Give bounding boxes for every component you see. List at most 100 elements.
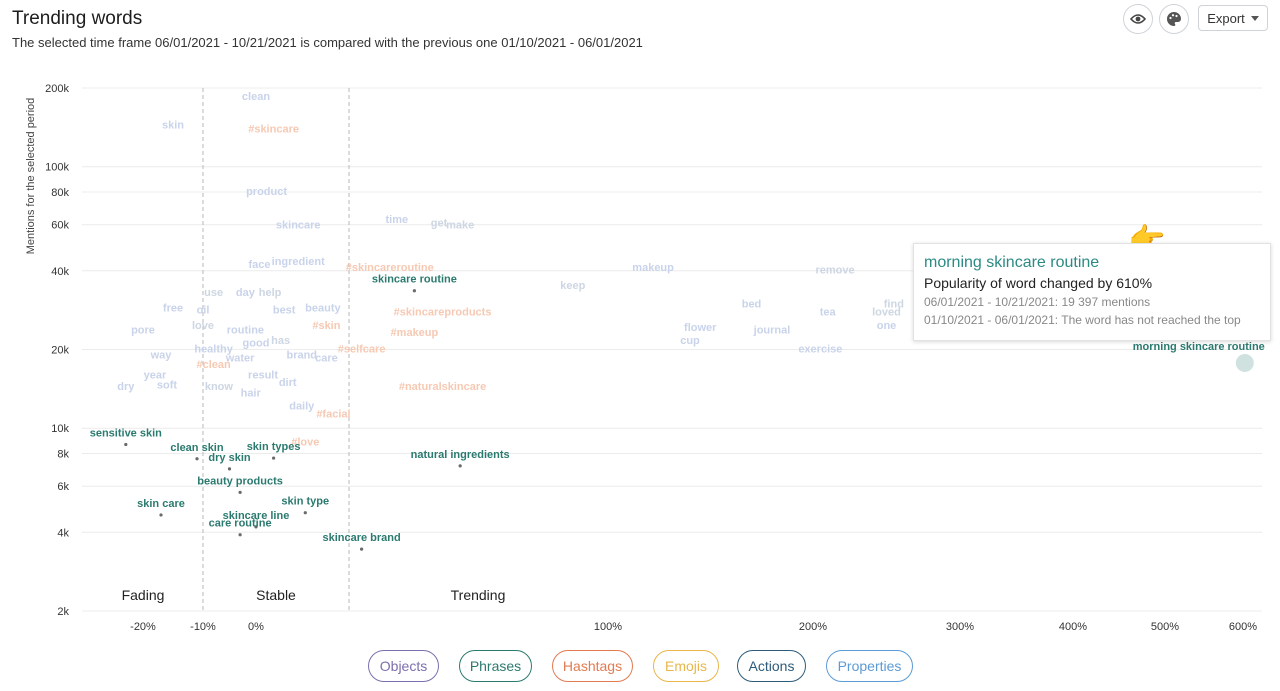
phrase-word[interactable]: skin types <box>247 441 301 453</box>
faded-word[interactable]: #love <box>291 436 319 448</box>
faded-word[interactable]: tea <box>820 306 837 318</box>
selected-point-marker[interactable] <box>1235 353 1254 372</box>
faded-word[interactable]: brand <box>286 349 317 361</box>
faded-word[interactable]: #facial <box>316 408 350 420</box>
faded-word[interactable]: exercise <box>798 343 842 355</box>
faded-word[interactable]: good <box>243 338 270 350</box>
phrase-word[interactable]: morning skincare routine <box>1133 341 1265 353</box>
faded-word[interactable]: skincare <box>276 220 321 232</box>
faded-word[interactable]: #selfcare <box>338 343 386 355</box>
phrase-word[interactable]: care routine <box>209 518 272 530</box>
faded-word[interactable]: find <box>884 298 904 310</box>
faded-word[interactable]: care <box>315 352 338 364</box>
faded-word[interactable]: ingredient <box>272 256 326 268</box>
faded-word[interactable]: best <box>273 304 296 316</box>
faded-word[interactable]: hair <box>241 388 262 400</box>
faded-word[interactable]: free <box>163 302 183 314</box>
data-point[interactable] <box>159 513 163 517</box>
faded-word[interactable]: beauty <box>305 302 341 314</box>
phrase-word[interactable]: skincare routine <box>372 274 457 286</box>
faded-word[interactable]: result <box>248 369 278 381</box>
faded-word[interactable]: #skin <box>312 320 340 332</box>
phrase-word[interactable]: sensitive skin <box>90 427 162 439</box>
y-tick-label: 80k <box>51 187 69 199</box>
faded-word[interactable]: healthy <box>194 343 233 355</box>
x-tick-label: 600% <box>1229 621 1257 633</box>
palette-icon <box>1167 12 1181 26</box>
faded-word[interactable]: face <box>249 259 271 271</box>
faded-word[interactable]: use <box>204 287 223 299</box>
faded-word[interactable]: #makeup <box>391 327 439 339</box>
faded-word[interactable]: make <box>446 220 474 232</box>
faded-word[interactable]: product <box>246 186 287 198</box>
phrase-word[interactable]: natural ingredients <box>411 449 510 461</box>
faded-word[interactable]: skin <box>162 120 184 132</box>
faded-word[interactable]: help <box>259 287 282 299</box>
data-point[interactable] <box>272 456 276 460</box>
data-point[interactable] <box>124 442 128 447</box>
phrase-word[interactable]: skincare brand <box>322 532 400 544</box>
faded-word[interactable]: flower <box>684 322 717 334</box>
faded-word[interactable]: remove <box>815 265 854 277</box>
faded-word[interactable]: pore <box>131 325 155 337</box>
data-point[interactable] <box>303 511 307 515</box>
faded-word[interactable]: dirt <box>279 377 297 389</box>
faded-word[interactable]: cup <box>680 335 700 347</box>
faded-word[interactable]: clean <box>242 91 270 103</box>
x-tick-label: 500% <box>1151 621 1179 633</box>
category-filter-bar: Objects Phrases Hashtags Emojis Actions … <box>0 650 1280 684</box>
data-point[interactable] <box>238 533 242 537</box>
faded-word[interactable]: journal <box>753 325 791 337</box>
faded-word[interactable]: #clean <box>196 359 231 371</box>
faded-word[interactable]: love <box>192 320 214 332</box>
data-point[interactable] <box>254 525 258 529</box>
filter-phrases-button[interactable]: Phrases <box>459 650 532 682</box>
faded-word[interactable]: year <box>144 369 167 381</box>
phrase-word[interactable]: dry skin <box>208 452 250 464</box>
phrase-word[interactable]: skin care <box>137 498 185 510</box>
phrase-word[interactable]: skin type <box>281 496 329 508</box>
visibility-button[interactable] <box>1123 4 1153 34</box>
faded-word[interactable]: #skincare <box>248 124 299 136</box>
faded-word[interactable]: bed <box>742 298 762 310</box>
faded-word[interactable]: soft <box>157 379 178 391</box>
phrase-word[interactable]: clean skin <box>170 442 223 454</box>
faded-word[interactable]: get <box>431 218 448 230</box>
phrase-word[interactable]: skincare line <box>223 510 290 522</box>
faded-word[interactable]: routine <box>227 325 264 337</box>
faded-word[interactable]: oil <box>197 304 210 316</box>
faded-word[interactable]: keep <box>560 280 585 292</box>
data-point[interactable] <box>412 289 416 293</box>
filter-properties-button[interactable]: Properties <box>826 650 913 682</box>
phrase-word[interactable]: beauty products <box>197 475 283 487</box>
filter-emojis-button[interactable]: Emojis <box>653 650 719 682</box>
faded-word[interactable]: way <box>150 349 173 361</box>
faded-word[interactable]: one <box>877 320 897 332</box>
data-point[interactable] <box>195 457 199 461</box>
data-point[interactable] <box>238 490 242 494</box>
zone-label-trending: Trending <box>451 587 506 603</box>
faded-word[interactable]: time <box>385 214 408 226</box>
export-label: Export <box>1207 10 1245 26</box>
faded-word[interactable]: dry <box>117 381 135 393</box>
faded-word[interactable]: loved <box>872 306 901 318</box>
filter-actions-button[interactable]: Actions <box>737 650 806 682</box>
faded-word[interactable]: know <box>205 381 234 393</box>
data-point[interactable] <box>360 547 364 551</box>
faded-word[interactable]: #skincareroutine <box>346 262 434 274</box>
palette-button[interactable] <box>1159 4 1189 34</box>
filter-hashtags-button[interactable]: Hashtags <box>552 650 633 682</box>
faded-word[interactable]: #skincareproducts <box>394 306 492 318</box>
y-tick-label: 200k <box>45 83 69 95</box>
export-button[interactable]: Export <box>1198 5 1268 31</box>
faded-word[interactable]: day <box>236 287 256 299</box>
faded-word[interactable]: water <box>225 352 255 364</box>
data-point[interactable] <box>227 467 232 471</box>
faded-word[interactable]: #naturalskincare <box>399 381 486 393</box>
faded-word[interactable]: daily <box>289 400 315 412</box>
faded-word[interactable]: makeup <box>632 262 674 274</box>
faded-word[interactable]: has <box>271 335 290 347</box>
data-point[interactable] <box>458 464 462 468</box>
filter-objects-button[interactable]: Objects <box>368 650 439 682</box>
zone-label-fading: Fading <box>122 587 165 603</box>
